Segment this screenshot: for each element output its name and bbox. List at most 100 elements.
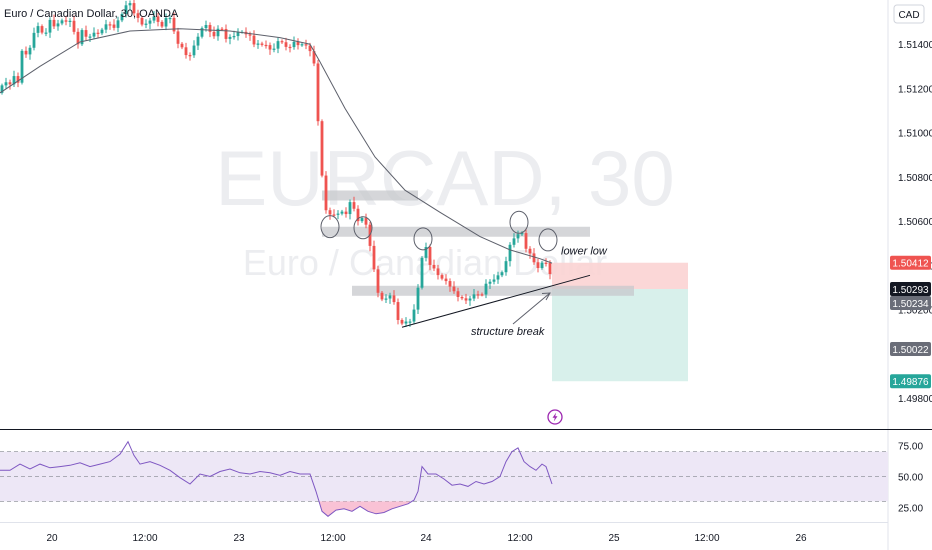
time-tick-label: 25 [608,533,620,544]
candle-body [384,298,388,300]
rsi-tick-label: 25.00 [898,504,923,515]
candle-body [500,272,504,276]
candle-body [8,82,12,85]
candle-body [52,19,56,27]
price-tick-label: 1.50200 [898,306,932,317]
candle-body [520,233,524,235]
time-tick-label: 26 [795,533,807,544]
lightning-icon[interactable] [547,409,563,425]
candle-body [64,20,68,22]
candle-body [40,26,44,33]
candle-body [288,46,292,49]
candle-body [156,16,160,22]
candle-body [260,43,264,45]
price-label: 1.50293 [892,285,929,296]
candle-body [132,3,136,14]
rsi-line [0,440,553,517]
stop-loss-zone [552,262,688,290]
candle-body [268,45,272,50]
annotation-lower-low: lower low [561,245,608,257]
candle-body [324,175,328,211]
swing-circle [320,215,340,239]
candle-body [356,208,360,222]
rsi-tick-label: 75.00 [898,441,923,452]
price-label: 1.50022 [892,345,929,356]
candle-body [200,28,204,37]
candle-body [116,20,120,28]
candle-body [312,51,316,64]
price-tick-label: 1.51000 [898,129,932,140]
time-tick-label: 12:00 [507,533,532,544]
candle-body [460,296,464,299]
candle-body [364,218,368,225]
candle-body [416,287,420,310]
trend-line [401,274,591,328]
candle-body [12,76,16,85]
candle-body [184,47,188,56]
watermark-symbol: EURCAD, 30 [215,134,674,222]
candle-body [332,214,336,216]
candle-body [472,294,476,299]
candle-body [224,28,228,39]
candle-body [280,41,284,43]
candle-body [48,19,52,33]
candle-body [508,244,512,262]
candle-body [360,218,364,222]
currency-badge[interactable] [893,4,925,24]
price-label-bg [890,255,931,270]
candle-body [388,295,392,299]
candle-body [488,281,492,284]
candle-body [340,211,344,214]
candle-body [172,17,176,32]
candle-body [148,20,152,24]
candle-body [296,41,300,46]
candle-body [432,264,436,269]
candle-body [336,213,340,215]
candle-body [228,36,232,39]
candle-body [524,233,528,249]
candle-body [144,23,148,25]
candle-body [376,269,380,293]
candle-body [24,50,28,55]
candle-body [344,211,348,215]
candle-body [536,262,540,269]
candle-body [352,202,356,209]
candle-body [496,275,500,280]
candle-body [372,245,376,270]
time-tick-label: 24 [420,533,432,544]
zone-low [352,285,634,296]
candle-body [20,50,24,83]
candle-body [28,47,32,55]
candle-body [396,302,400,320]
candle-body [60,20,64,24]
candle-body [80,30,84,45]
candle-body [532,253,536,263]
candle-body [544,262,548,264]
candle-body [188,55,192,57]
time-tick-label: 23 [233,533,245,544]
candle-body [16,76,20,83]
price-label: 1.50234 [892,299,929,310]
candle-body [308,45,312,52]
arrow-head [541,292,551,301]
candle-body [548,262,552,274]
candle-body [32,32,36,48]
candle-body [208,24,212,32]
structure-break-arrow [512,292,551,325]
candle-body [56,23,60,27]
candle-body [108,24,112,26]
candle-body [100,29,104,34]
price-label-bg [890,374,931,389]
price-tick-label: 1.51400 [898,40,932,51]
candle-body [392,295,396,303]
candle-body [448,281,452,287]
candle-body [452,286,456,292]
candle-body [36,26,40,33]
candle-body [512,238,516,245]
candle-body [540,262,544,269]
candle-body [440,275,444,279]
price-label-bg [890,296,931,311]
candle-body [256,43,260,45]
price-tick-label: 1.50800 [898,173,932,184]
